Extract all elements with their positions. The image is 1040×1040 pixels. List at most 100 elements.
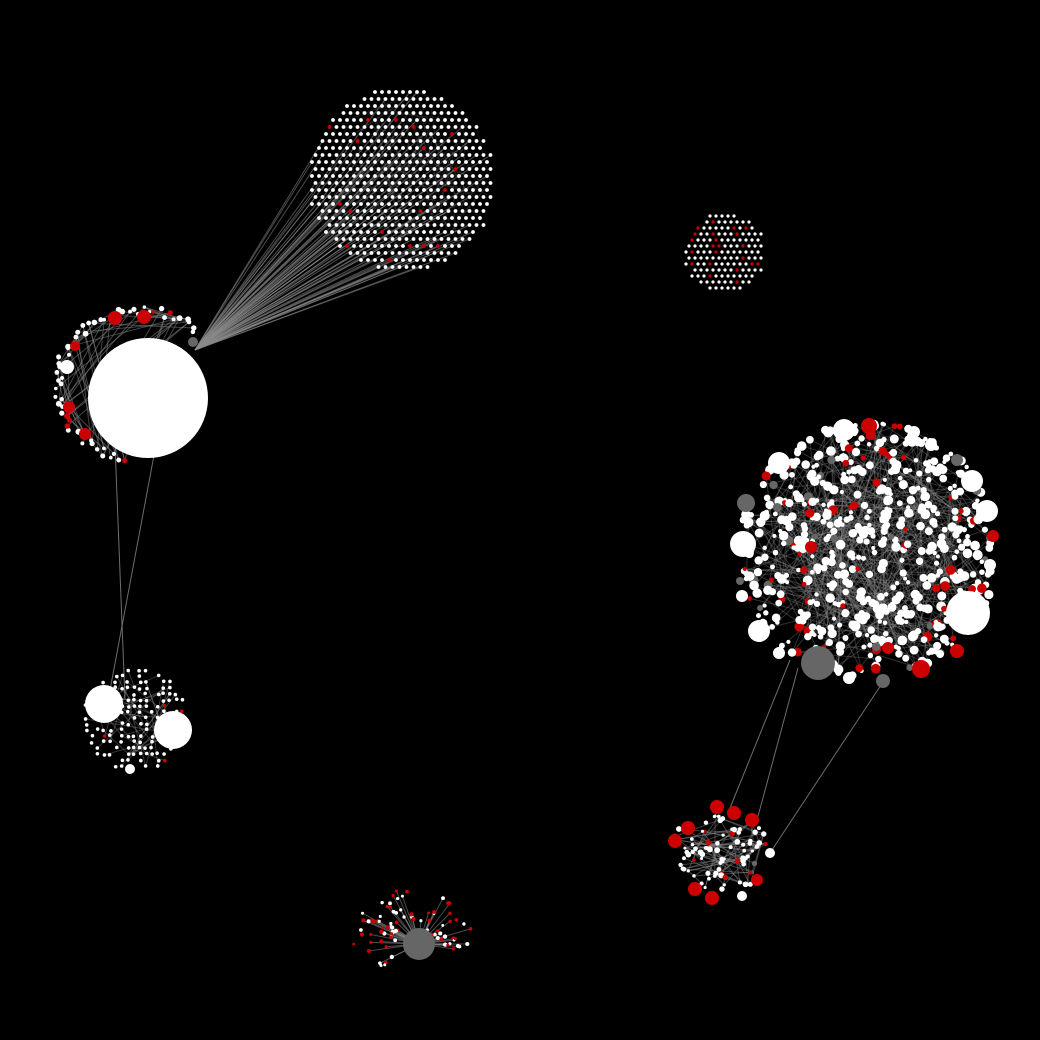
fan-node xyxy=(488,195,493,199)
fan-edge xyxy=(194,119,404,351)
right-large-node xyxy=(844,444,853,453)
top-right-node xyxy=(753,232,757,236)
fan-node xyxy=(348,181,353,185)
fan-node xyxy=(383,139,388,143)
right-large-edge xyxy=(903,456,987,586)
fan-node xyxy=(446,251,451,255)
fan-node xyxy=(408,118,412,122)
fan-node xyxy=(345,202,349,206)
right-large-edge xyxy=(967,529,986,537)
lower-right-node xyxy=(737,880,742,885)
right-large-node xyxy=(926,622,934,630)
fan-node xyxy=(380,258,384,262)
fan-node xyxy=(443,174,447,178)
right-large-edge xyxy=(768,584,900,597)
fan-node xyxy=(359,132,363,136)
top-right-node xyxy=(699,256,703,260)
top-right-node xyxy=(714,238,718,242)
fan-node xyxy=(394,90,398,94)
lower-right-node xyxy=(731,826,738,833)
fan-node xyxy=(387,90,391,94)
fan-node xyxy=(324,230,328,234)
fan-node xyxy=(432,125,437,129)
fan-node xyxy=(471,230,475,234)
fan-internal-edge xyxy=(367,140,449,191)
right-large-node xyxy=(979,569,985,575)
lower-left-node xyxy=(139,722,143,726)
fan-node xyxy=(390,167,395,171)
top-right-node xyxy=(732,226,736,230)
fan-internal-edge xyxy=(374,119,400,226)
right-large-node xyxy=(905,580,911,585)
right-large-edge xyxy=(743,519,904,551)
lower-left-node xyxy=(132,693,136,697)
fan-node xyxy=(338,132,342,136)
lower-left-node xyxy=(132,704,137,708)
fan-node xyxy=(397,181,402,185)
right-large-node xyxy=(908,485,918,495)
right-large-node xyxy=(827,558,836,567)
lower-right-edge xyxy=(702,830,766,845)
fan-node xyxy=(474,167,479,171)
top-right-node xyxy=(735,268,739,272)
fan-node xyxy=(474,125,479,129)
fan-node xyxy=(397,237,402,241)
fan-node xyxy=(411,97,416,101)
lower-left-node xyxy=(168,679,172,684)
fan-node xyxy=(467,181,472,185)
right-large-node xyxy=(933,641,942,650)
lower-right-node xyxy=(717,817,723,824)
hub-ring-node xyxy=(56,360,62,367)
edges-layer xyxy=(55,91,991,964)
right-large-edge xyxy=(882,518,933,548)
bottom-center-node xyxy=(439,937,444,942)
hub-ring-node xyxy=(94,447,100,452)
fan-node xyxy=(436,230,440,234)
fan-node xyxy=(387,118,391,122)
right-large-notable-node xyxy=(987,530,999,542)
top-right-node xyxy=(717,232,721,236)
fan-node xyxy=(415,258,419,262)
fan-edge xyxy=(194,175,425,351)
right-large-node xyxy=(848,620,858,630)
fan-edge xyxy=(194,91,418,351)
fan-node xyxy=(436,258,440,262)
hub-ring-node xyxy=(75,329,81,335)
right-large-node xyxy=(888,491,893,497)
lower-left-node xyxy=(85,728,89,733)
top-right-node xyxy=(717,268,721,272)
fan-node xyxy=(429,216,433,220)
top-right-node xyxy=(702,262,706,266)
fan-node xyxy=(481,139,486,143)
right-large-notable-node xyxy=(773,647,785,659)
lower-left-node xyxy=(126,698,131,703)
bridge-edge xyxy=(729,659,791,809)
bottom-center-node xyxy=(390,925,395,930)
right-large-edge xyxy=(795,493,813,634)
lower-left-node xyxy=(120,758,125,763)
top-right-node xyxy=(711,244,715,248)
fan-node xyxy=(362,251,367,255)
fan-edge xyxy=(194,182,316,351)
right-large-node xyxy=(762,603,767,608)
fan-node xyxy=(436,244,440,248)
right-large-node xyxy=(860,455,866,461)
hub-ring-node xyxy=(53,394,58,399)
fan-internal-edge xyxy=(388,210,421,261)
fan-node xyxy=(457,174,461,178)
lower-right-edge xyxy=(747,823,753,885)
right-large-node xyxy=(801,525,809,532)
hub-edge xyxy=(77,332,92,441)
fan-node xyxy=(401,188,405,192)
right-large-edge xyxy=(775,530,872,619)
fan-node xyxy=(376,125,381,129)
right-large-node xyxy=(825,638,834,647)
fan-node xyxy=(453,153,458,157)
right-large-node xyxy=(804,611,811,619)
bottom-center-node xyxy=(389,935,393,940)
fan-node xyxy=(352,160,356,164)
fan-node xyxy=(432,153,437,157)
right-large-edge xyxy=(763,456,904,486)
right-large-edge xyxy=(771,601,872,628)
right-large-node xyxy=(742,566,747,572)
